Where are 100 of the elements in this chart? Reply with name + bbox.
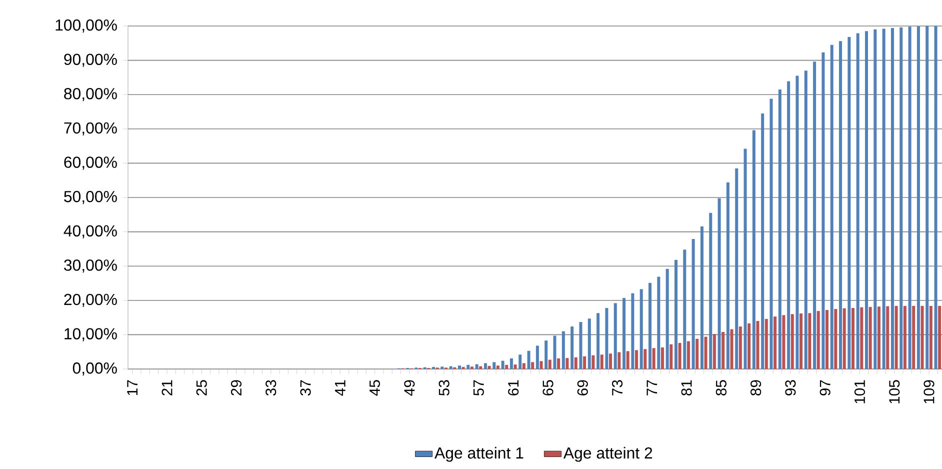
bar <box>700 226 704 370</box>
bar <box>618 352 621 370</box>
bar <box>570 326 574 370</box>
bar <box>466 364 470 370</box>
bar <box>678 342 682 370</box>
bar <box>484 363 487 370</box>
y-tick-label: 100,00% <box>56 19 117 33</box>
bar <box>718 198 721 370</box>
bar <box>666 268 669 370</box>
x-tick-label: 41 <box>335 380 346 396</box>
bar <box>674 260 678 370</box>
bar <box>920 306 924 370</box>
bar <box>522 363 526 370</box>
bar <box>562 331 565 370</box>
bar <box>449 366 452 370</box>
bar <box>830 44 834 370</box>
x-tick-label: 85 <box>716 380 726 396</box>
y-tick-label: 10,00% <box>64 328 117 342</box>
bar <box>614 303 617 370</box>
bar <box>574 357 578 370</box>
bar <box>505 364 508 370</box>
x-tick-label: 57 <box>474 380 484 396</box>
bar <box>796 76 799 370</box>
bar <box>735 168 738 370</box>
bar <box>609 354 612 370</box>
y-tick-label: 60,00% <box>64 156 117 170</box>
bar <box>479 366 482 370</box>
bar <box>934 26 938 370</box>
bar <box>834 308 838 370</box>
bar <box>874 29 877 370</box>
bar <box>770 98 773 370</box>
bar <box>462 366 465 370</box>
legend-label: Age atteint 1 <box>434 446 524 462</box>
bar <box>900 27 903 370</box>
bar <box>488 366 491 370</box>
bar <box>596 313 600 370</box>
bar <box>839 41 842 370</box>
y-tick-label: 70,00% <box>64 122 117 136</box>
x-tick-label: 33 <box>266 380 276 396</box>
bar <box>458 366 461 370</box>
bar <box>738 326 742 370</box>
bar <box>860 307 864 370</box>
bar <box>626 351 630 370</box>
bar <box>670 344 673 370</box>
x-tick-label: 25 <box>196 380 207 396</box>
x-tick-label: 61 <box>508 380 519 396</box>
bar <box>648 282 652 370</box>
y-tick-label: 0,00% <box>72 362 117 376</box>
bar <box>848 36 851 370</box>
bar <box>851 308 854 370</box>
bar <box>501 360 504 370</box>
bar <box>800 313 803 370</box>
bar <box>557 358 560 370</box>
x-tick-label: 49 <box>404 380 415 396</box>
bar <box>865 31 868 370</box>
bar <box>644 349 647 370</box>
bar <box>929 306 932 370</box>
x-tick-label: 29 <box>230 380 242 396</box>
y-tick-label: 50,00% <box>64 190 117 204</box>
bar <box>600 354 604 370</box>
bar <box>553 336 556 370</box>
bar <box>894 306 898 370</box>
bar <box>492 362 496 370</box>
bar <box>790 314 794 370</box>
bar <box>808 313 812 370</box>
bar <box>536 346 539 370</box>
bar <box>660 347 664 370</box>
bar <box>916 26 920 370</box>
bar <box>816 311 820 370</box>
bar <box>544 340 548 370</box>
bar <box>496 366 500 370</box>
bar <box>527 350 530 370</box>
x-tick-label: 21 <box>162 380 172 396</box>
bar <box>514 364 517 370</box>
bar <box>631 293 634 370</box>
bar <box>868 306 872 370</box>
bar <box>605 308 608 370</box>
x-tick-label: 45 <box>370 380 380 396</box>
bar <box>912 306 916 370</box>
bar <box>813 62 816 370</box>
bar <box>730 329 734 370</box>
x-tick-label: 73 <box>612 380 623 396</box>
bar <box>926 26 929 370</box>
x-tick-label: 81 <box>681 380 692 396</box>
bar <box>686 341 690 370</box>
x-tick-label: 53 <box>438 380 450 396</box>
bar <box>748 323 751 370</box>
x-tick-label: 17 <box>127 380 138 395</box>
bar <box>712 334 716 370</box>
bar <box>470 366 474 370</box>
bar <box>657 276 660 370</box>
bar <box>588 318 591 370</box>
x-tick-label: 93 <box>785 380 796 396</box>
bar <box>692 239 695 370</box>
bar <box>756 320 760 370</box>
bar <box>583 356 586 370</box>
bar <box>764 318 768 370</box>
x-tick-label: 65 <box>542 380 554 396</box>
bar <box>856 33 860 370</box>
x-tick-label: 77 <box>646 380 658 396</box>
